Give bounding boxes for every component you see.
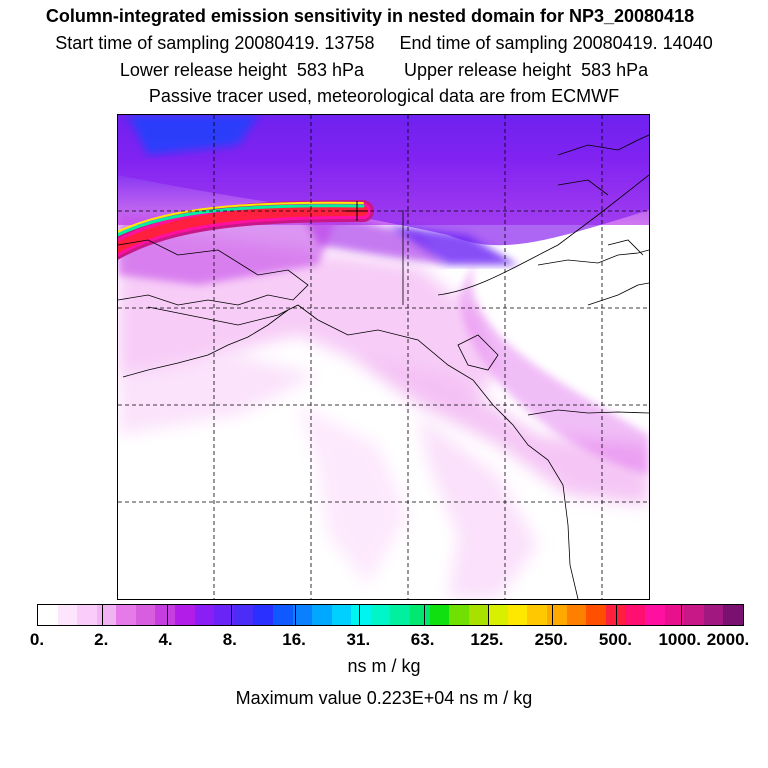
colorbar-swatch (449, 605, 469, 625)
colorbar-tick-label: 2. (94, 630, 109, 649)
colorbar-separator (680, 605, 682, 625)
colorbar-swatch (605, 605, 626, 625)
colorbar-swatch (331, 605, 352, 625)
colorbar-swatch (429, 605, 450, 625)
colorbar-tick-label: 0. (29, 630, 45, 649)
colorbar-swatch (409, 605, 430, 625)
colorbar-separator (359, 605, 361, 625)
colorbar-swatch (253, 605, 273, 625)
colorbar-swatch (175, 605, 195, 625)
colorbar-swatch (77, 605, 97, 625)
colorbar-swatch (272, 605, 293, 625)
colorbar-swatch (351, 605, 371, 625)
colorbar-swatch (390, 605, 410, 625)
release-point-marker (346, 201, 368, 221)
colorbar-separator (295, 605, 297, 625)
map-title: Column-integrated emission sensitivity i… (45, 6, 695, 26)
map-panel (117, 114, 650, 600)
colorbar-swatch (370, 605, 391, 625)
colorbar-separator (166, 605, 168, 625)
colorbar-tick-label: 4. (158, 630, 173, 649)
colorbar-swatch (233, 605, 254, 625)
colorbar-swatch (135, 605, 156, 625)
colorbar (37, 604, 744, 626)
tracer-info-line: Passive tracer used, meteorological data… (148, 86, 620, 106)
colorbar-separator (616, 605, 618, 625)
upper-height-label: Upper release height 583 hPa (404, 60, 649, 80)
colorbar-swatch (468, 605, 489, 625)
colorbar-swatch (547, 605, 567, 625)
start-time-label: Start time of sampling 20080419. 13758 (55, 33, 375, 53)
colorbar-tick-label: 31. (346, 630, 371, 649)
end-time-label: End time of sampling 20080419. 14040 (399, 33, 713, 53)
colorbar-swatch (684, 605, 704, 625)
colorbar-swatch (38, 605, 58, 625)
lower-height-label: Lower release height 583 hPa (119, 60, 364, 80)
colorbar-swatch (57, 605, 78, 625)
graticule (118, 115, 649, 599)
coastlines (118, 134, 649, 599)
colorbar-separator (487, 605, 489, 625)
colorbar-swatch (214, 605, 234, 625)
colorbar-units-label: ns m / kg (347, 656, 421, 676)
sensitivity-map (118, 115, 649, 599)
colorbar-tick-label: 125. (470, 630, 504, 649)
colorbar-swatch (664, 605, 685, 625)
colorbar-swatch (644, 605, 665, 625)
colorbar-tick-label: 8. (222, 630, 237, 649)
colorbar-swatch (586, 605, 606, 625)
colorbar-separator (552, 605, 554, 625)
colorbar-swatch (96, 605, 117, 625)
colorbar-swatch (527, 605, 548, 625)
colorbar-tick-label: 16. (282, 630, 306, 649)
colorbar-swatch (723, 605, 743, 625)
colorbar-tick-label: 2000. (706, 630, 750, 649)
colorbar-swatch (507, 605, 528, 625)
colorbar-swatch (155, 605, 176, 625)
colorbar-swatch (703, 605, 724, 625)
sampling-times-line: Start time of sampling 20080419. 13758 E… (0, 33, 768, 54)
colorbar-separator (423, 605, 425, 625)
colorbar-swatch (194, 605, 215, 625)
release-heights-line: Lower release height 583 hPa Upper relea… (0, 60, 768, 81)
colorbar-swatch (116, 605, 136, 625)
high-sensitivity-streak (118, 199, 374, 260)
colorbar-tick-label: 1000. (658, 630, 701, 649)
maximum-value-label: Maximum value 0.223E+04 ns m / kg (235, 688, 533, 708)
colorbar-tick-label: 63. (410, 630, 435, 649)
colorbar-swatch (292, 605, 313, 625)
colorbar-tick-labels: 0. 2. 4. 8. 16. 31. 63. 125. 250. 500. 1000. 2000. (0, 630, 768, 650)
colorbar-tick-label: 250. (534, 630, 568, 649)
colorbar-separator (230, 605, 232, 625)
colorbar-tick-label: 500. (598, 630, 632, 649)
colorbar-swatch (488, 605, 508, 625)
colorbar-swatch (312, 605, 332, 625)
colorbar-swatch (625, 605, 645, 625)
colorbar-swatch (566, 605, 587, 625)
colorbar-separator (102, 605, 104, 625)
